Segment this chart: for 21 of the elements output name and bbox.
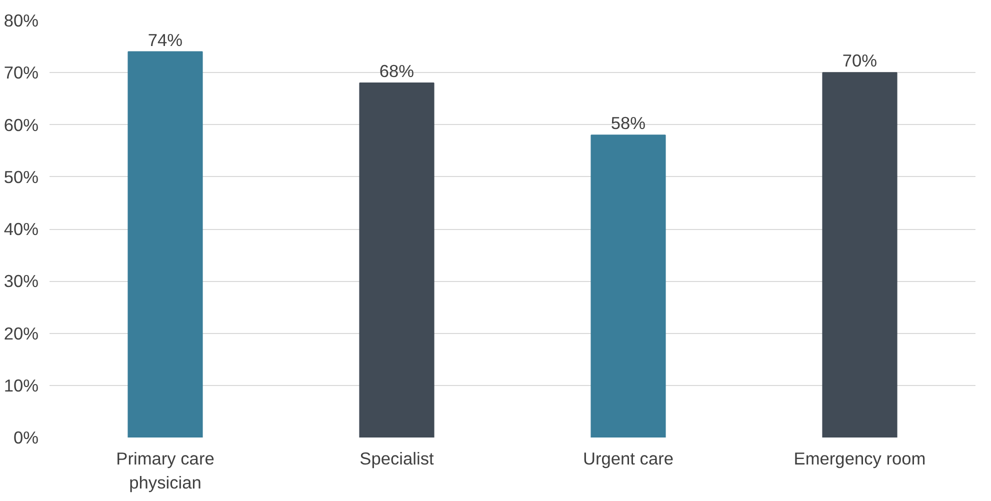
x-tick-label: Specialist — [360, 448, 434, 468]
x-tick-label: Primary care physician — [116, 448, 214, 492]
data-label: 70% — [842, 50, 878, 71]
bar — [359, 82, 434, 438]
bar — [590, 134, 666, 438]
y-tick-label: 40% — [4, 219, 39, 239]
bar — [128, 51, 203, 438]
x-tick-label: Urgent care — [582, 448, 674, 468]
y-tick-label: 70% — [4, 62, 39, 83]
bar — [822, 72, 898, 438]
y-tick-label: 10% — [4, 375, 39, 396]
y-tick-label: 20% — [4, 323, 39, 344]
data-label: 68% — [379, 61, 414, 82]
y-tick-label: 80% — [4, 10, 39, 30]
data-label: 74% — [148, 30, 183, 50]
y-tick-label: 0% — [13, 428, 38, 448]
data-label: 58% — [610, 113, 646, 134]
y-tick-label: 60% — [4, 114, 39, 135]
x-tick-label: Emergency room — [794, 448, 926, 468]
y-tick-label: 50% — [4, 166, 39, 187]
y-tick-label: 30% — [4, 271, 39, 292]
